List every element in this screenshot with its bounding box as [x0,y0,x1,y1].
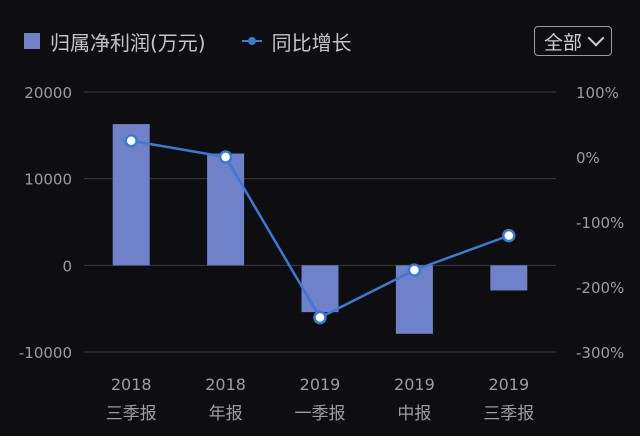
chart-legend: 归属净利润(万元) 同比增长 [24,24,378,58]
right-axis-tick-label: -100% [576,214,624,232]
x-axis-tick-label-year: 2018 [111,375,152,394]
bar [490,265,528,291]
bar [301,265,339,313]
period-filter-dropdown[interactable]: 全部 [534,26,612,56]
left-axis-tick-label: 10000 [24,171,72,189]
legend-growth-label: 同比增长 [271,30,352,55]
right-axis-tick-label: -300% [576,344,624,362]
bar [112,124,150,266]
right-axis-tick-label: 0% [576,149,600,167]
x-axis-tick-label-year: 2018 [205,375,246,394]
right-axis-tick-label: 100% [576,84,619,102]
legend-line-swatch [241,33,262,49]
legend-item-growth[interactable]: 同比增长 [241,27,352,56]
growth-point [313,310,327,325]
left-axis-tick-label: 0 [62,257,72,275]
legend-profit-label: 归属净利润(万元) [50,30,206,55]
growth-point [407,263,422,277]
filter-label: 全部 [543,31,582,54]
left-axis-tick-label: -10000 [19,344,72,362]
x-axis-tick-label-year: 2019 [300,375,341,394]
x-axis-tick-label-period: 年报 [209,404,243,424]
left-axis-tick-label: 20000 [24,84,72,102]
bar [207,153,245,266]
x-axis-tick-label-period: 三季报 [106,404,157,424]
growth-point [218,150,233,164]
x-axis-tick-label-period: 一季报 [295,404,346,424]
growth-point [502,228,516,243]
x-axis-tick-label-period: 中报 [397,404,431,424]
growth-point [124,134,138,148]
legend-bar-swatch [24,33,40,49]
right-axis-tick-label: -200% [576,279,624,297]
x-axis-tick-label-period: 三季报 [483,404,534,424]
x-axis-tick-label-year: 2019 [394,375,435,394]
x-axis-tick-label-year: 2019 [488,375,529,394]
legend-item-profit[interactable]: 归属净利润(万元) [24,27,206,56]
